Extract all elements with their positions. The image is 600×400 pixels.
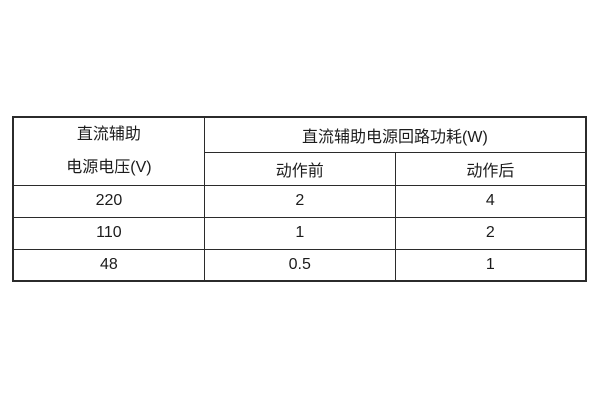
after-action-cell: 4	[394, 184, 587, 218]
voltage-cell: 220	[12, 184, 205, 218]
col-header-consumption: 直流辅助电源回路功耗(W)	[203, 116, 587, 153]
voltage-cell: 110	[12, 216, 205, 250]
col-header-before-action: 动作前	[203, 151, 396, 186]
power-consumption-table: 直流辅助 电源电压(V) 直流辅助电源回路功耗(W) 动作前 动作后 220 2 4…	[12, 116, 587, 282]
before-action-cell: 1	[203, 216, 396, 250]
after-action-cell: 2	[394, 216, 587, 250]
col-header-voltage: 直流辅助 电源电压(V)	[12, 116, 205, 186]
col-header-after-action: 动作后	[394, 151, 587, 186]
before-action-cell: 0.5	[203, 248, 396, 282]
col-header-voltage-line1: 直流辅助	[76, 126, 141, 144]
voltage-cell: 48	[12, 248, 205, 282]
table-row: 220 2 4	[12, 184, 587, 218]
table-row: 48 0.5 1	[12, 248, 587, 282]
table-body: 220 2 4 110 1 2 48 0.5 1	[12, 184, 587, 282]
before-action-cell: 2	[203, 184, 396, 218]
col-header-voltage-line2: 电源电压(V)	[66, 159, 152, 177]
table-row: 110 1 2	[12, 216, 587, 250]
after-action-cell: 1	[394, 248, 587, 282]
